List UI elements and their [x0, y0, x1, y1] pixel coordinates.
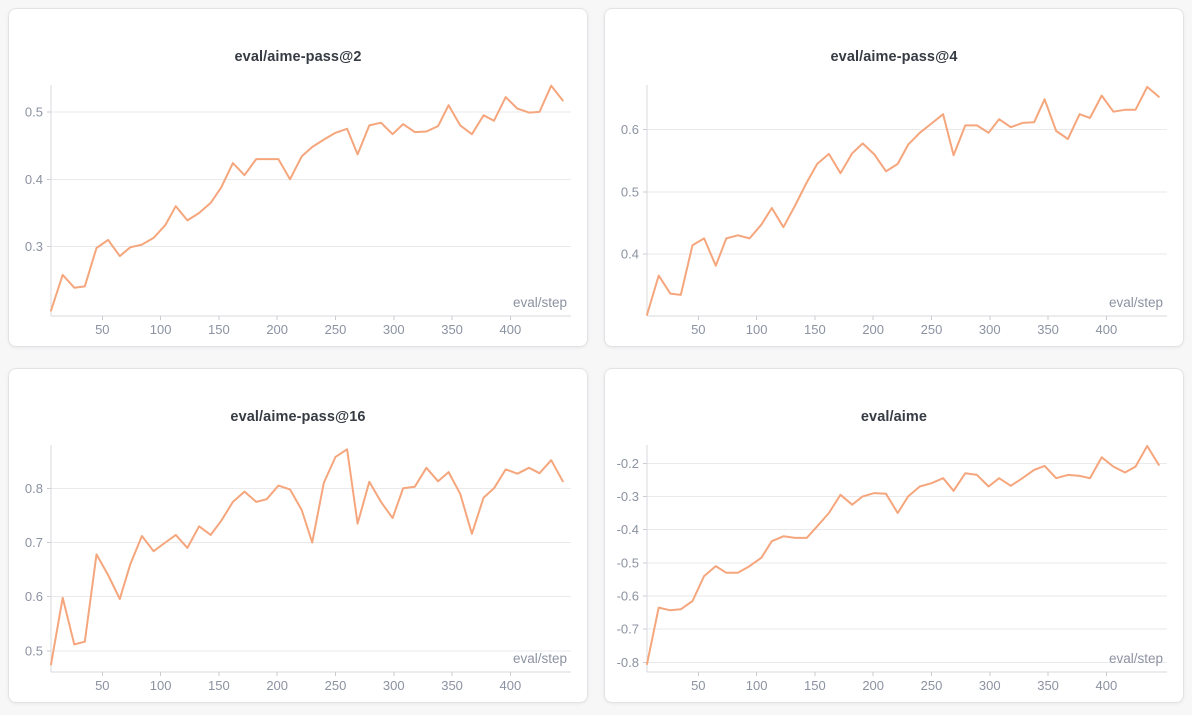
chart-title: eval/aime-pass@2 — [234, 49, 362, 65]
svg-text:200: 200 — [862, 678, 884, 693]
svg-text:0.5: 0.5 — [25, 104, 43, 119]
svg-text:350: 350 — [1037, 678, 1059, 693]
line-chart-canvas[interactable]: 0.4 0.5 0.6 50 100 150 200 250 300 350 400 — [605, 9, 1184, 347]
svg-text:0.4: 0.4 — [25, 172, 43, 187]
svg-text:-0.2: -0.2 — [617, 456, 639, 471]
svg-text:400: 400 — [500, 678, 522, 693]
svg-text:0.5: 0.5 — [621, 184, 639, 199]
svg-text:50: 50 — [95, 322, 109, 337]
svg-text:100: 100 — [746, 322, 768, 337]
svg-text:-0.6: -0.6 — [617, 589, 639, 604]
line-chart-canvas[interactable]: -0.8 -0.7 -0.6 -0.5 -0.4 -0.3 -0.2 50 100 150 200 2… — [605, 369, 1184, 703]
svg-text:250: 250 — [921, 322, 943, 337]
svg-text:150: 150 — [208, 322, 230, 337]
x-axis-label: eval/step — [1108, 651, 1163, 666]
svg-text:0.5: 0.5 — [25, 643, 43, 658]
svg-text:-0.4: -0.4 — [617, 522, 639, 537]
svg-text:100: 100 — [150, 322, 172, 337]
svg-text:350: 350 — [441, 322, 463, 337]
svg-text:300: 300 — [979, 678, 1001, 693]
panel-eval-aime-pass-4[interactable]: eval/aime-pass@4 0.4 0.5 0.6 50 100 150 200 250… — [604, 8, 1184, 347]
svg-text:400: 400 — [500, 322, 522, 337]
svg-text:350: 350 — [441, 678, 463, 693]
svg-text:-0.8: -0.8 — [617, 655, 639, 670]
panel-eval-aime-pass-16[interactable]: eval/aime-pass@16 0.5 0.6 0.7 0.8 50 100 150 20… — [8, 368, 588, 703]
svg-text:-0.3: -0.3 — [617, 489, 639, 504]
svg-text:150: 150 — [804, 678, 826, 693]
chart-title: eval/aime-pass@4 — [830, 49, 958, 65]
svg-text:250: 250 — [325, 678, 347, 693]
line-chart-canvas[interactable]: 0.3 0.4 0.5 50 100 150 200 250 300 350 400 — [9, 9, 588, 347]
svg-text:200: 200 — [862, 322, 884, 337]
svg-text:50: 50 — [691, 678, 705, 693]
x-axis-label: eval/step — [1108, 295, 1163, 310]
svg-text:300: 300 — [383, 678, 405, 693]
svg-text:200: 200 — [266, 322, 288, 337]
svg-text:50: 50 — [691, 322, 705, 337]
chart-title: eval/aime — [860, 409, 928, 425]
svg-text:0.7: 0.7 — [25, 535, 43, 550]
svg-text:50: 50 — [95, 678, 109, 693]
svg-text:200: 200 — [266, 678, 288, 693]
svg-text:0.6: 0.6 — [621, 122, 639, 137]
svg-text:0.6: 0.6 — [25, 589, 43, 604]
svg-text:300: 300 — [979, 322, 1001, 337]
svg-text:400: 400 — [1096, 322, 1118, 337]
chart-title: eval/aime-pass@16 — [230, 409, 366, 425]
panel-eval-aime-pass-2[interactable]: eval/aime-pass@2 0.3 0.4 0.5 50 100 150 200 250… — [8, 8, 588, 347]
svg-text:-0.7: -0.7 — [617, 622, 639, 637]
svg-text:150: 150 — [804, 322, 826, 337]
svg-text:300: 300 — [383, 322, 405, 337]
svg-text:0.8: 0.8 — [25, 481, 43, 496]
svg-text:150: 150 — [208, 678, 230, 693]
line-chart-canvas[interactable]: 0.5 0.6 0.7 0.8 50 100 150 200 250 300 350 400 — [9, 369, 588, 703]
x-axis-label: eval/step — [512, 651, 567, 666]
svg-text:350: 350 — [1037, 322, 1059, 337]
svg-text:250: 250 — [921, 678, 943, 693]
svg-text:400: 400 — [1096, 678, 1118, 693]
svg-text:0.4: 0.4 — [621, 246, 639, 261]
svg-text:-0.5: -0.5 — [617, 555, 639, 570]
svg-text:0.3: 0.3 — [25, 239, 43, 254]
svg-text:100: 100 — [746, 678, 768, 693]
svg-text:250: 250 — [325, 322, 347, 337]
svg-text:100: 100 — [150, 678, 172, 693]
x-axis-label: eval/step — [512, 295, 567, 310]
panel-eval-aime[interactable]: eval/aime -0.8 -0.7 -0.6 -0.5 -0.4 -0.3 -0.2 50… — [604, 368, 1184, 703]
